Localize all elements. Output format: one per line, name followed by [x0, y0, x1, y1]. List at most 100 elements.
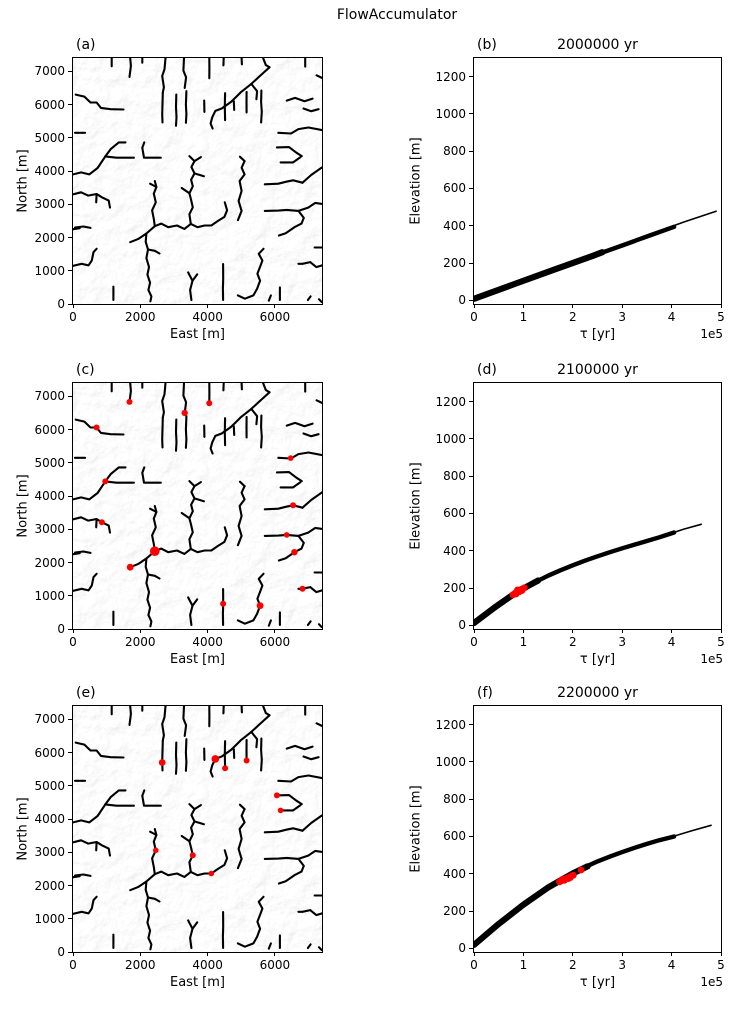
x-tick-mark	[72, 629, 74, 633]
outlet-marker	[158, 759, 166, 766]
stream-path	[189, 604, 194, 627]
panel-a: (a) 0 2000 4000 6000 0 1000 2000 3000 4000 5000 600…	[16, 37, 323, 342]
stream-path	[236, 808, 246, 870]
outlet-marker	[206, 400, 213, 407]
stream-path	[73, 247, 98, 267]
profile-curve	[474, 530, 677, 626]
x-tick-label: 1	[519, 635, 528, 649]
stream-path	[73, 875, 81, 879]
y-tick-mark	[469, 262, 473, 264]
panel-title: 2000000 yr	[557, 37, 638, 53]
stream-path	[209, 66, 271, 130]
x-tick-mark	[207, 304, 209, 308]
y-tick-mark	[68, 718, 72, 720]
stream-path	[187, 596, 194, 607]
profile-curve	[474, 834, 677, 948]
hillshade-background	[73, 706, 322, 952]
x-tick-mark	[621, 629, 623, 633]
x-tick-label: 4000	[192, 635, 223, 649]
stream-path	[161, 706, 167, 742]
x-axis-label: τ [yr]	[579, 327, 616, 342]
stream-path	[129, 526, 229, 569]
stream-path	[187, 271, 194, 282]
stream-path	[277, 126, 322, 135]
stream-path	[209, 714, 271, 778]
y-tick-label: 6000	[34, 422, 65, 437]
stream-path	[73, 803, 135, 824]
stream-path	[129, 201, 229, 244]
stream-path	[277, 209, 305, 237]
outlet-marker	[150, 546, 160, 556]
panel-label: (f)	[477, 685, 493, 701]
y-tick-label: 1000	[34, 263, 65, 278]
y-tick-label: 400	[443, 543, 466, 558]
outlet-marker	[98, 519, 105, 526]
stream-path	[306, 620, 312, 627]
sample-marker	[559, 875, 566, 883]
y-tick-label: 1000	[435, 431, 466, 446]
stream-path	[317, 298, 322, 304]
x-tick-mark	[720, 629, 722, 633]
stream-path	[189, 927, 194, 950]
y-tick-mark	[68, 395, 72, 397]
y-tick-label: 7000	[34, 64, 65, 79]
y-tick-label: 5000	[34, 455, 65, 470]
stream-path	[277, 774, 322, 783]
panel-c: (c) 0 2000 4000 6000 0 1000 2000 3000 4000 5000 600…	[16, 362, 323, 667]
stream-path	[279, 804, 302, 812]
x-tick-label: 2	[568, 310, 577, 324]
x-tick-mark	[274, 952, 276, 956]
stream-path	[73, 155, 135, 176]
stream-path	[193, 497, 205, 503]
stream-path	[297, 201, 322, 212]
stream-path	[146, 248, 161, 255]
profile-plot	[474, 210, 717, 302]
x-tick-label: 0	[470, 958, 478, 972]
y-tick-label: 3000	[34, 845, 65, 860]
stream-path	[262, 706, 271, 717]
stream-path	[250, 82, 259, 101]
y-tick-label: 400	[443, 866, 466, 881]
outlet-marker	[283, 532, 290, 538]
x-tick-mark	[139, 952, 141, 956]
figure-suptitle: FlowAccumulator	[336, 7, 458, 23]
x-tick-mark	[139, 629, 141, 633]
y-tick-mark	[469, 150, 473, 152]
y-tick-mark	[68, 785, 72, 787]
outlet-marker	[277, 807, 284, 814]
y-axis-label: North [m]	[15, 797, 31, 861]
stream-path	[285, 421, 314, 428]
stream-path	[301, 166, 322, 184]
x-tick-mark	[720, 952, 722, 956]
y-tick-label: 1200	[435, 69, 466, 84]
x-tick-label: 0	[470, 310, 478, 324]
stream-path	[187, 919, 194, 930]
x-tick-mark	[274, 629, 276, 633]
y-tick-label: 4000	[34, 812, 65, 827]
y-tick-mark	[68, 885, 72, 886]
y-tick-label: 4000	[34, 164, 65, 179]
panel-label: (d)	[477, 362, 497, 378]
profile-plot	[474, 824, 712, 948]
stream-path	[188, 155, 196, 163]
stream-path	[297, 909, 322, 917]
y-tick-mark	[68, 752, 72, 754]
y-tick-mark	[68, 270, 72, 272]
y-axis-label: Elevation [m]	[408, 462, 424, 550]
stream-path	[174, 418, 178, 452]
outlet-marker	[222, 765, 229, 772]
outlet-marker	[208, 870, 215, 877]
x-tick-label: 4	[667, 310, 676, 324]
stream-path	[262, 58, 271, 69]
y-tick-label: 0	[57, 297, 65, 311]
x-tick-label: 4	[667, 635, 676, 649]
y-tick-label: 7000	[34, 389, 65, 404]
x-axis-offset-label: 1e5	[700, 327, 723, 341]
stream-path	[279, 156, 302, 164]
outlet-marker	[126, 398, 133, 405]
panel-label: (a)	[76, 37, 96, 53]
stream-path	[250, 730, 259, 749]
y-tick-mark	[469, 550, 473, 552]
stream-path	[161, 416, 164, 449]
